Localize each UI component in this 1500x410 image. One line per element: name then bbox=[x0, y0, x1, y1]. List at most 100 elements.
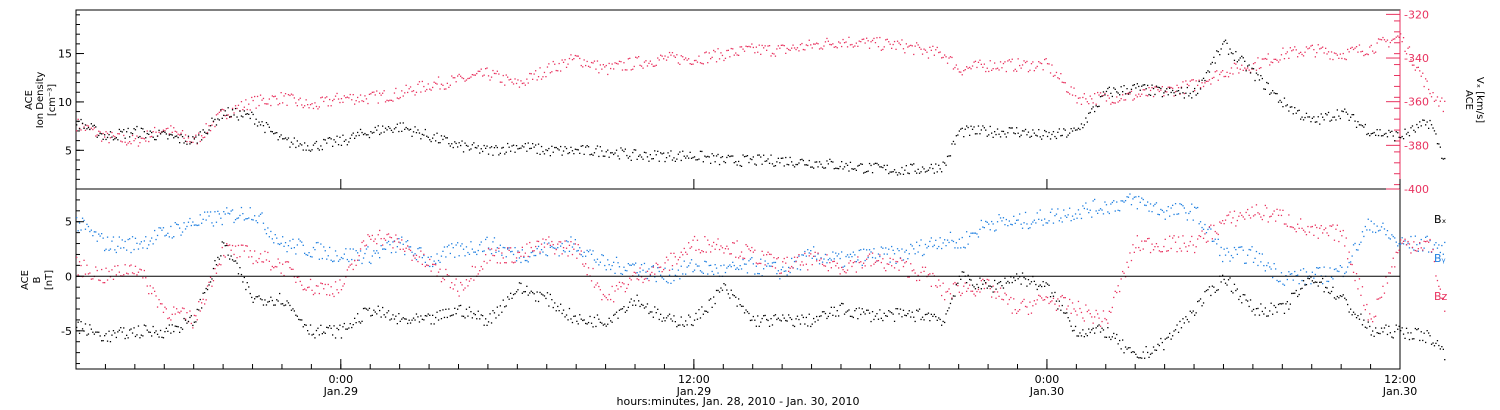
density-point bbox=[354, 137, 356, 139]
bz-point bbox=[329, 294, 331, 296]
bz-point bbox=[639, 267, 641, 269]
bz-point bbox=[871, 252, 874, 254]
bx-point bbox=[571, 321, 574, 324]
vx-point bbox=[771, 52, 774, 55]
bottom-left-tick-label: 0 bbox=[65, 270, 72, 283]
by-point bbox=[1080, 217, 1083, 220]
bz-point bbox=[857, 256, 859, 258]
by-point bbox=[623, 266, 625, 268]
bz-point bbox=[137, 271, 140, 273]
bz-point bbox=[845, 272, 847, 274]
vx-point bbox=[1016, 70, 1018, 72]
bz-point bbox=[536, 240, 538, 242]
bx-point bbox=[1211, 285, 1213, 287]
bx-point bbox=[824, 312, 827, 315]
bz-point bbox=[1020, 302, 1022, 304]
legend-bx: Bₓ bbox=[1434, 213, 1447, 226]
bz-point bbox=[399, 248, 401, 250]
density-point bbox=[542, 150, 544, 153]
bz-point bbox=[743, 257, 746, 260]
by-point bbox=[908, 253, 910, 255]
bz-point bbox=[224, 256, 226, 258]
by-point bbox=[1041, 219, 1043, 221]
vx-point bbox=[1046, 63, 1049, 65]
vx-point bbox=[565, 66, 568, 68]
by-point bbox=[1071, 215, 1074, 217]
by-point bbox=[190, 224, 192, 227]
vx-point bbox=[549, 72, 551, 74]
by-point bbox=[1230, 254, 1233, 257]
bz-point bbox=[511, 261, 513, 263]
bz-point bbox=[1388, 272, 1390, 274]
bx-point bbox=[779, 319, 781, 321]
density-point bbox=[818, 161, 821, 163]
bx-point bbox=[1336, 295, 1338, 298]
density-point bbox=[810, 166, 812, 168]
density-point bbox=[1301, 116, 1303, 118]
density-point bbox=[435, 140, 437, 142]
vx-point bbox=[1001, 67, 1003, 69]
density-point bbox=[635, 149, 637, 151]
bottom-legend: Bₓ Bᵧ Bz bbox=[1434, 213, 1448, 303]
bz-point bbox=[1154, 246, 1156, 248]
by-point bbox=[724, 271, 727, 274]
by-point bbox=[142, 247, 144, 249]
density-point bbox=[159, 133, 162, 135]
by-point bbox=[211, 222, 213, 224]
bx-point bbox=[1226, 284, 1228, 286]
by-point bbox=[402, 243, 404, 245]
vx-point bbox=[1057, 77, 1059, 79]
vx-point bbox=[1113, 102, 1115, 104]
vx-point bbox=[224, 115, 226, 117]
bx-point bbox=[1435, 342, 1437, 344]
density-point bbox=[227, 107, 229, 109]
bz-point bbox=[1302, 229, 1305, 231]
bx-point bbox=[1172, 335, 1174, 337]
vx-point bbox=[1358, 44, 1361, 46]
bx-point bbox=[221, 241, 223, 243]
bz-point bbox=[702, 251, 704, 253]
vx-point bbox=[1097, 91, 1099, 94]
by-point bbox=[1398, 243, 1400, 245]
bz-point bbox=[1420, 247, 1422, 249]
vx-point bbox=[124, 141, 126, 143]
bx-point bbox=[479, 318, 481, 320]
by-point bbox=[421, 257, 423, 259]
bx-point bbox=[913, 316, 915, 318]
by-point bbox=[451, 243, 453, 245]
bz-point bbox=[1220, 222, 1222, 224]
bx-point bbox=[642, 304, 644, 306]
by-point bbox=[921, 254, 924, 257]
bx-point bbox=[926, 313, 928, 315]
vx-point bbox=[130, 143, 132, 145]
vx-point bbox=[1430, 96, 1433, 98]
bx-point bbox=[661, 320, 663, 322]
bx-point bbox=[945, 313, 947, 315]
vx-point bbox=[490, 76, 493, 78]
by-point bbox=[996, 221, 999, 223]
bz-point bbox=[888, 263, 890, 265]
vx-point bbox=[433, 81, 435, 83]
bz-point bbox=[779, 272, 781, 275]
vx-point bbox=[177, 133, 179, 135]
density-point bbox=[1176, 90, 1178, 92]
vx-point bbox=[429, 88, 431, 90]
bz-point bbox=[1323, 229, 1325, 231]
density-point bbox=[1222, 43, 1224, 45]
density-point bbox=[359, 128, 362, 131]
density-point bbox=[1269, 93, 1271, 95]
bx-point bbox=[804, 323, 806, 325]
by-point bbox=[1202, 228, 1205, 230]
x-axis-ticks: 0:00Jan.2912:00Jan.290:00Jan.3012:00Jan.… bbox=[75, 179, 1417, 398]
vx-point bbox=[1345, 58, 1347, 61]
bx-point bbox=[617, 317, 619, 319]
vx-point bbox=[748, 45, 750, 48]
by-point bbox=[1235, 249, 1237, 251]
by-point bbox=[1114, 210, 1116, 212]
vx-point bbox=[604, 66, 606, 68]
bz-point bbox=[557, 243, 559, 245]
vx-point bbox=[583, 59, 585, 61]
by-point bbox=[268, 236, 270, 238]
bx-point bbox=[546, 292, 549, 294]
vx-point bbox=[1041, 62, 1043, 65]
